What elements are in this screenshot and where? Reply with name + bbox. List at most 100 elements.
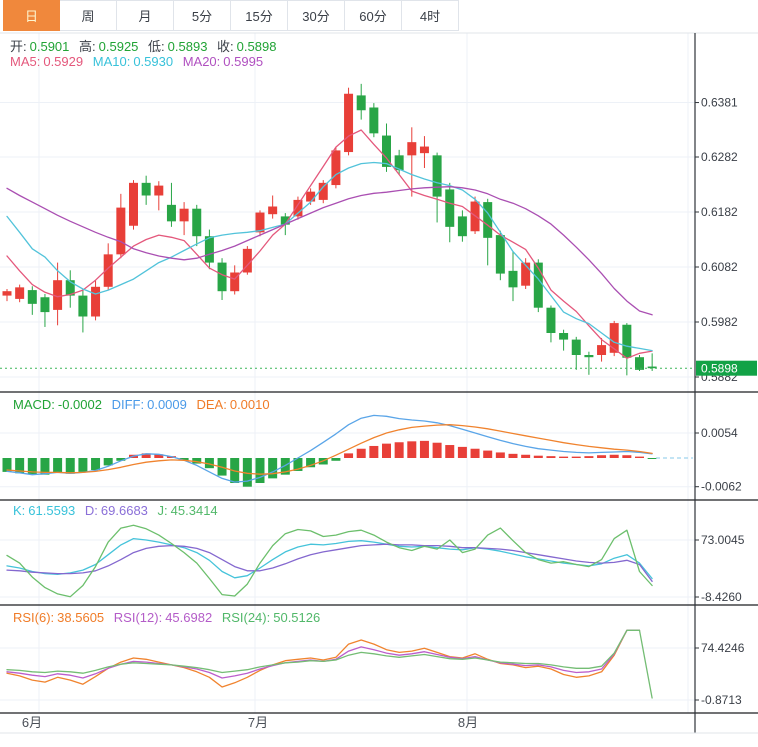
rsi24-line — [6, 629, 653, 699]
tab-month[interactable]: 月 — [117, 0, 174, 31]
candle-body — [445, 189, 455, 227]
candle-body — [533, 262, 543, 308]
candle-body — [521, 262, 531, 286]
ma5-label: MA5: — [10, 54, 41, 69]
candle-body — [407, 142, 417, 156]
macd-histogram-bar — [192, 458, 202, 464]
current-price-tag-value: 0.5898 — [701, 362, 738, 376]
macd-histogram-bar — [369, 445, 379, 458]
macd-histogram-bar — [2, 458, 12, 472]
candle-body — [255, 212, 265, 233]
candle-body — [508, 270, 518, 288]
candle-body — [647, 366, 657, 369]
tab-5min[interactable]: 5分 — [174, 0, 231, 31]
low-value: 0.5893 — [167, 39, 208, 54]
tab-day[interactable]: 日 — [3, 0, 60, 31]
tab-15min[interactable]: 15分 — [231, 0, 288, 31]
candle-body — [369, 107, 379, 134]
candle-body — [457, 216, 467, 237]
candle-body — [546, 307, 556, 333]
candle-body — [103, 254, 113, 287]
candle-body — [192, 208, 202, 237]
close-value: 0.5898 — [236, 39, 277, 54]
candle-body — [356, 95, 366, 111]
open-value: 0.5901 — [29, 39, 70, 54]
candle-body — [495, 235, 505, 274]
macd-histogram-bar — [154, 454, 164, 458]
candle-body — [344, 93, 354, 153]
macd-histogram-bar — [571, 456, 581, 458]
tab-60min[interactable]: 60分 — [345, 0, 402, 31]
candle-body — [78, 295, 88, 317]
diff-label: DIFF: — [111, 397, 145, 412]
ma5-value: 0.5929 — [43, 54, 84, 69]
rsi-readout: RSI(6): 38.5605 RSI(12): 45.6982 RSI(24): 5… — [13, 610, 326, 625]
rsi12-line — [6, 629, 641, 679]
y-axis-label: 0.6282 — [701, 150, 738, 164]
ma20-line — [6, 186, 653, 316]
candle-body — [432, 155, 442, 197]
candle-body — [419, 146, 429, 154]
candle-body — [154, 185, 164, 196]
macd-histogram-bar — [306, 458, 316, 468]
macd-histogram-bar — [647, 458, 657, 459]
macd-histogram-bar — [179, 458, 189, 461]
candle-body — [331, 150, 341, 186]
y-axis-label: 74.4246 — [701, 641, 745, 655]
macd-histogram-bar — [15, 458, 25, 474]
macd-histogram-bar — [242, 458, 252, 487]
y-axis-label: 0.6182 — [701, 205, 738, 219]
macd-label: MACD: — [13, 397, 55, 412]
candle-body — [15, 287, 25, 299]
macd-histogram-bar — [27, 458, 37, 475]
open-label: 开: — [10, 39, 27, 54]
d-value: 69.6683 — [100, 503, 148, 518]
tab-4hour[interactable]: 4时 — [402, 0, 459, 31]
rsi12-value: 45.6982 — [165, 610, 213, 625]
rsi24-label: RSI(24): — [221, 610, 271, 625]
macd-histogram-bar — [457, 446, 467, 458]
tab-week[interactable]: 周 — [60, 0, 117, 31]
rsi6-value: 38.5605 — [57, 610, 105, 625]
dea-line — [6, 424, 653, 475]
macd-histogram-bar — [40, 458, 50, 475]
y-axis-label: 0.0054 — [701, 426, 738, 440]
candle-body — [116, 207, 126, 255]
macd-histogram-bar — [483, 450, 493, 458]
candle-body — [280, 216, 290, 225]
tab-30min[interactable]: 30分 — [288, 0, 345, 31]
candle-body — [394, 155, 404, 171]
rsi6-line — [6, 629, 641, 688]
macd-histogram-bar — [445, 445, 455, 458]
ohlc-readout: 开: 0.5901 高: 0.5925 低: 0.5893 收: 0.5898 — [10, 36, 282, 55]
macd-histogram-bar — [53, 458, 63, 473]
macd-histogram-bar — [255, 458, 265, 484]
rsi12-label: RSI(12): — [113, 610, 163, 625]
macd-histogram-bar — [521, 454, 531, 458]
y-axis-label: 73.0045 — [701, 533, 745, 547]
macd-histogram-bar — [432, 442, 442, 458]
d-line — [6, 543, 653, 582]
candle-body — [129, 182, 138, 226]
close-label: 收: — [217, 39, 234, 54]
macd-value: -0.0002 — [57, 397, 102, 412]
macd-histogram-bar — [622, 455, 632, 458]
candle-body — [242, 248, 252, 273]
candle-body — [559, 333, 569, 340]
ma10-label: MA10: — [92, 54, 131, 69]
macd-histogram-bar — [280, 458, 290, 475]
ma-readout: MA5: 0.5929 MA10: 0.5930 MA20: 0.5995 — [10, 54, 269, 69]
y-axis-label: 0.6082 — [701, 260, 738, 274]
candle-body — [65, 280, 75, 296]
macd-histogram-bar — [419, 440, 429, 458]
ma10-line — [6, 161, 653, 352]
macd-histogram-bar — [344, 453, 354, 458]
macd-histogram-bar — [470, 448, 480, 458]
macd-histogram-bar — [635, 456, 644, 458]
timeframe-toolbar: 日周月 5分 15分 30分 60分 4时 — [0, 0, 758, 31]
macd-histogram-bar — [91, 458, 101, 471]
high-label: 高: — [79, 39, 96, 54]
candle-body — [622, 324, 632, 358]
